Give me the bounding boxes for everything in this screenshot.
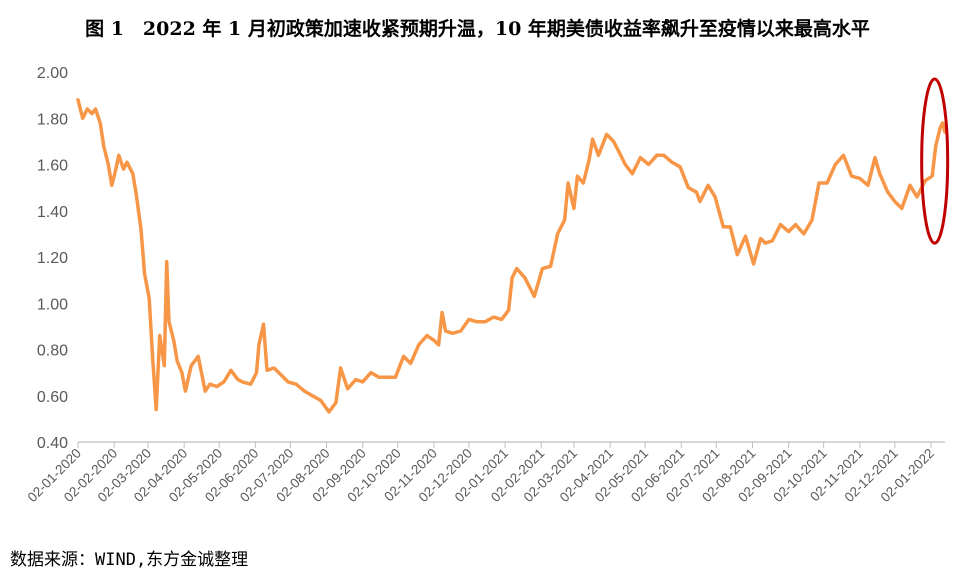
y-tick-label: 0.40 xyxy=(37,435,68,452)
y-tick-label: 1.20 xyxy=(37,250,68,267)
y-tick-label: 1.60 xyxy=(37,158,68,175)
y-tick-label: 1.80 xyxy=(37,111,68,128)
chart-title: 图 1 2022 年 1 月初政策加速收紧预期升温，10 年期美债收益率飙升至疫… xyxy=(85,18,870,40)
yield-series-line xyxy=(76,98,947,414)
x-axis-ticks: 02-01-202002-02-202002-03-202002-04-2020… xyxy=(25,442,937,505)
highlight-ellipse xyxy=(920,77,950,245)
y-tick-label: 1.00 xyxy=(37,296,68,313)
y-tick-label: 0.60 xyxy=(37,389,68,406)
source-note: 数据来源：WIND,东方金诚整理 xyxy=(10,550,249,570)
y-tick-label: 2.00 xyxy=(37,65,68,82)
y-tick-label: 0.80 xyxy=(37,343,68,360)
y-axis-ticks: 0.40 0.60 0.80 1.00 1.20 1.40 1.60 1.80 2.00 xyxy=(37,65,68,452)
y-tick-label: 1.40 xyxy=(37,204,68,221)
